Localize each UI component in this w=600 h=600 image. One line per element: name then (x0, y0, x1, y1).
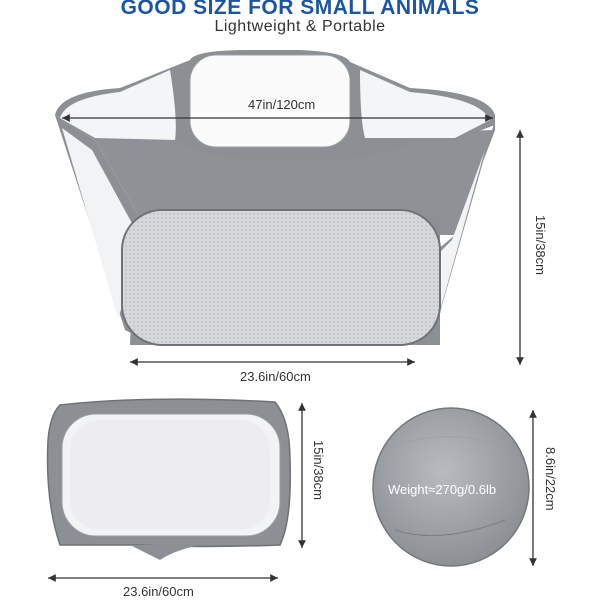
headline-subtitle: Lightweight & Portable (214, 18, 386, 35)
diameter-label: 47in/120cm (248, 97, 316, 112)
mesh-window-front (121, 209, 441, 346)
main-width-label: 23.6in/60cm (240, 369, 311, 384)
playpen-main (55, 50, 524, 366)
bag-diameter-label: 8.6in/22cm (543, 447, 558, 511)
mesh-window-side-left (62, 128, 140, 318)
carry-bag (372, 407, 537, 567)
playpen-folded (46, 398, 306, 582)
main-height-label: 15in/38cm (533, 215, 548, 275)
playpen-floor (95, 130, 495, 235)
mesh-window-back-center (189, 54, 351, 148)
folded-height-label: 15in/38cm (311, 440, 326, 500)
mesh-window-side-right (429, 132, 490, 318)
folded-width-label: 23.6in/60cm (123, 584, 194, 599)
weight-label: Weight≈270g/0.6lb (388, 482, 497, 497)
headline-title: GOOD SIZE FOR SMALL ANIMALS (120, 0, 480, 19)
mesh-window-back-left (60, 70, 176, 140)
